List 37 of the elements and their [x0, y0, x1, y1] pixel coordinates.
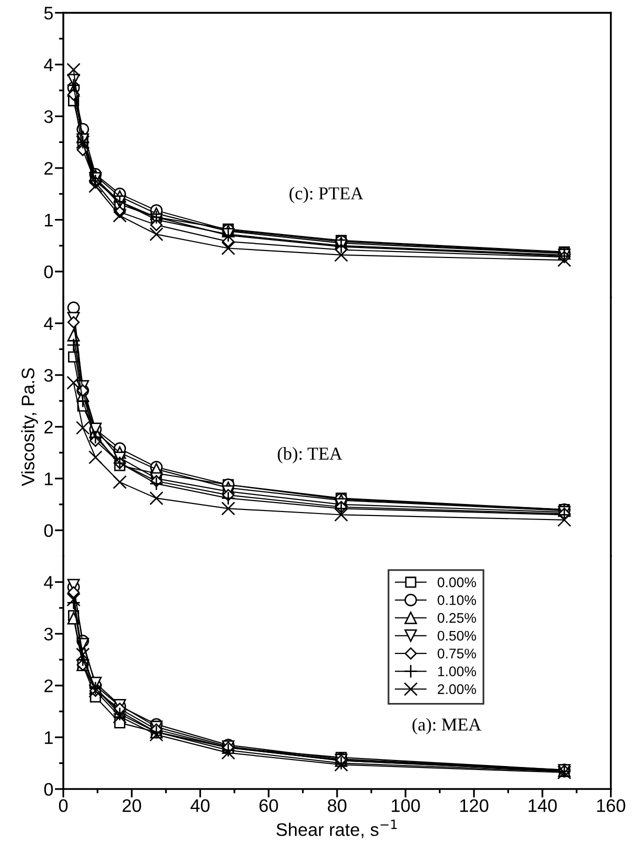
- y-tick-label: 4: [44, 58, 54, 72]
- x-axis-title: Shear rate, s$^{−1}$: [276, 820, 397, 838]
- annotation: (c): PTEA: [290, 186, 364, 204]
- y-tick-label: 0: [44, 782, 53, 796]
- annotation: (a): MEA: [412, 718, 482, 734]
- x-tick-label: 80: [328, 799, 346, 812]
- y-tick-label: 2: [44, 679, 53, 692]
- legend-label: 0.50%: [438, 630, 476, 641]
- y-tick-label: 3: [44, 368, 53, 382]
- y-tick-label: 0: [44, 524, 53, 537]
- y-tick-label: 3: [44, 110, 53, 124]
- legend-label: 0.10%: [438, 595, 476, 606]
- legend-label: 0.75%: [438, 648, 476, 658]
- legend-label: 2.00%: [438, 684, 476, 694]
- legend-label: 0.25%: [438, 613, 476, 623]
- y-tick-label: 1: [44, 731, 53, 744]
- y-tick-label: 1: [44, 214, 53, 226]
- y-tick-label: 4: [44, 576, 54, 589]
- x-tick-label: 40: [190, 799, 210, 812]
- y-axis-title: Viscosity, Pa.S: [21, 368, 38, 486]
- x-tick-label: 160: [597, 799, 626, 812]
- y-tick-label: 1: [44, 472, 53, 486]
- annotation: (b): TEA: [278, 447, 342, 464]
- y-tick-label: 0: [44, 265, 53, 278]
- y-tick-label: 2: [44, 420, 53, 434]
- y-tick-label: 4: [44, 317, 54, 330]
- x-tick-label: 60: [260, 799, 278, 812]
- x-tick-label: 100: [392, 799, 420, 812]
- legend-label: 1.00%: [438, 666, 476, 676]
- y-tick-label: 5: [44, 6, 53, 20]
- legend-label: 0.00%: [438, 577, 476, 588]
- y-tick-label: 2: [44, 162, 53, 175]
- y-tick-label: 3: [44, 628, 53, 640]
- x-tick-label: 120: [460, 799, 488, 812]
- x-tick-label: 0: [58, 799, 68, 812]
- x-tick-label: 140: [528, 799, 557, 812]
- x-tick-label: 20: [122, 799, 142, 812]
